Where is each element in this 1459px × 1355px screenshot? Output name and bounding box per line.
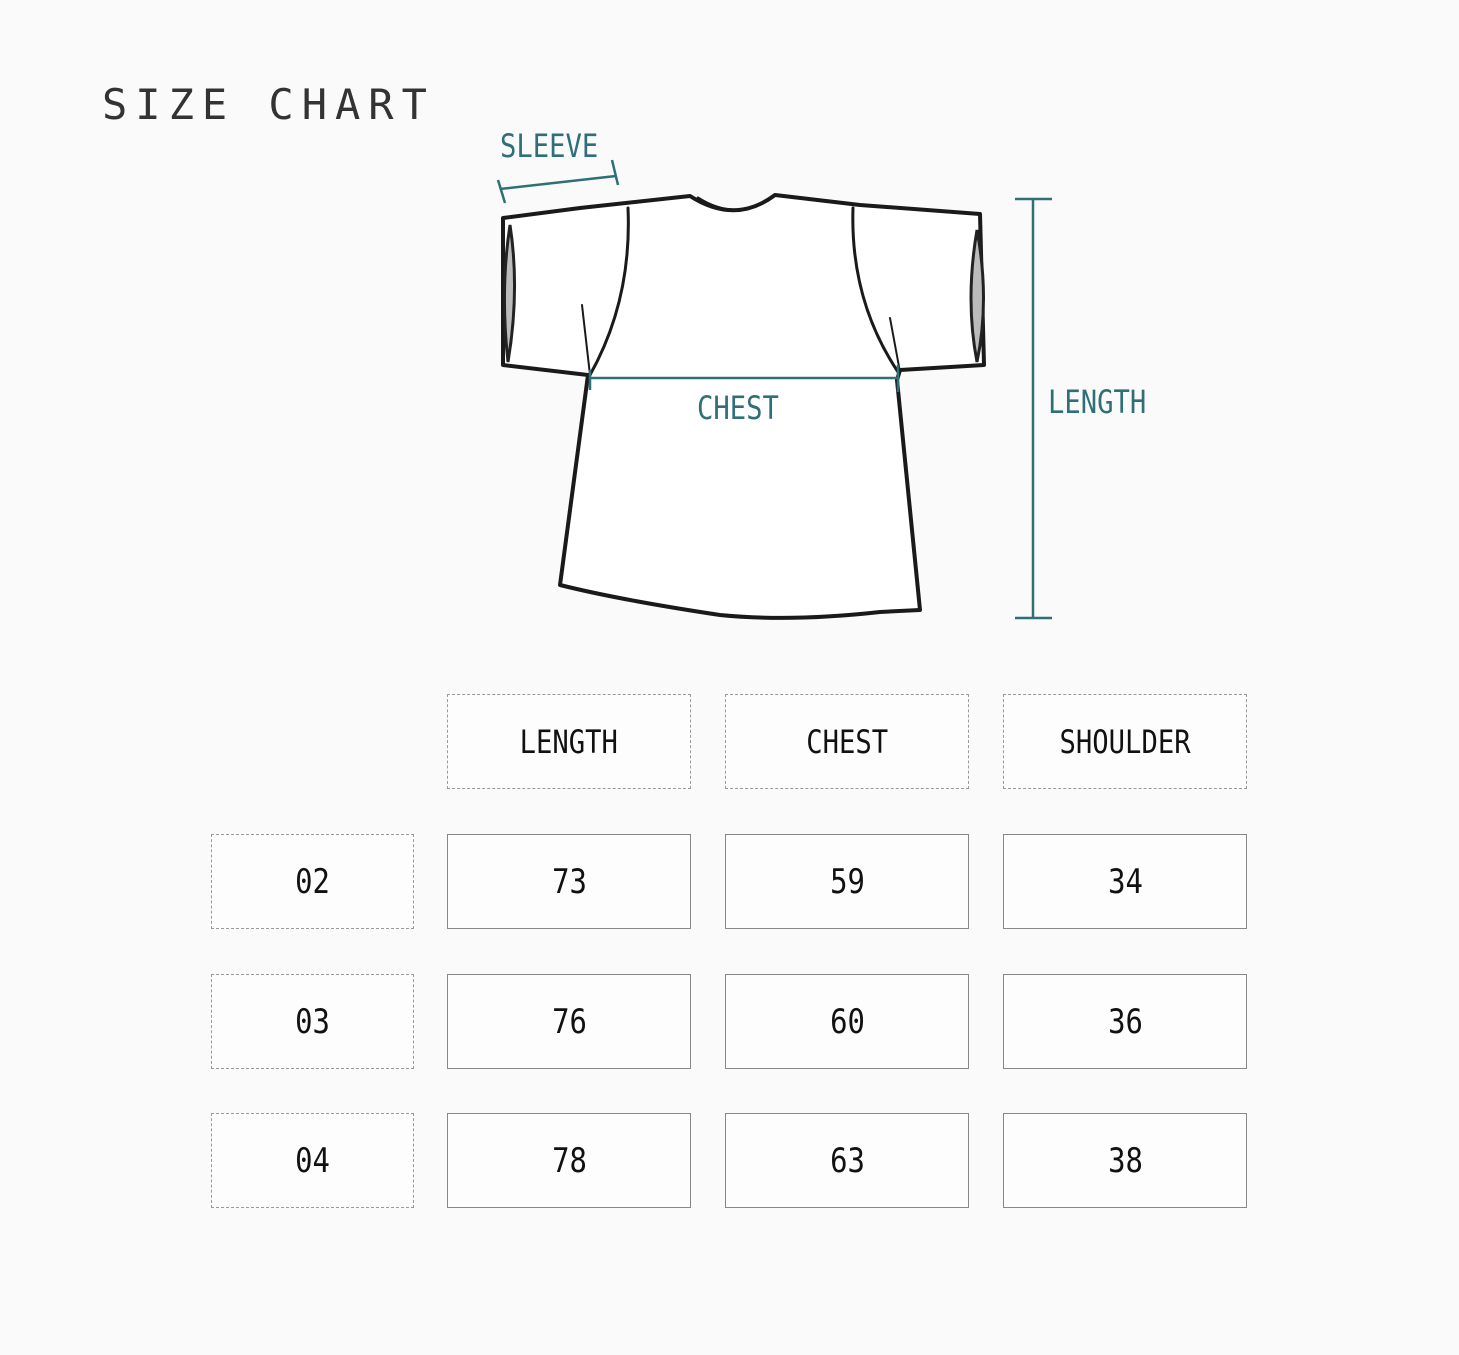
tshirt-outline [501, 193, 986, 620]
length-value: 78 [551, 1140, 587, 1181]
sleeve-shade-right [969, 229, 985, 363]
header-label: LENGTH [519, 722, 619, 761]
chest-label: CHEST [697, 389, 779, 427]
page-title: SIZE CHART [102, 80, 435, 129]
shoulder-value: 34 [1107, 861, 1143, 902]
value-cell: 63 [725, 1113, 969, 1208]
size-label: 02 [295, 861, 330, 902]
length-value: 76 [551, 1001, 587, 1042]
value-cell: 76 [447, 974, 691, 1069]
size-label: 04 [295, 1140, 330, 1181]
value-cell: 73 [447, 834, 691, 929]
value-cell: 36 [1003, 974, 1247, 1069]
header-chest: CHEST [725, 694, 969, 789]
chest-value: 60 [829, 1001, 865, 1042]
value-cell: 60 [725, 974, 969, 1069]
header-label: CHEST [806, 722, 888, 761]
value-cell: 34 [1003, 834, 1247, 929]
size-label: 03 [295, 1001, 330, 1042]
sleeve-shade-left [502, 224, 517, 363]
size-label-cell: 03 [211, 974, 414, 1069]
length-value: 73 [551, 861, 587, 902]
chest-value: 63 [829, 1140, 865, 1181]
value-cell: 78 [447, 1113, 691, 1208]
value-cell: 38 [1003, 1113, 1247, 1208]
value-cell: 59 [725, 834, 969, 929]
shoulder-value: 38 [1107, 1140, 1143, 1181]
header-shoulder: SHOULDER [1003, 694, 1247, 789]
sleeve-label: SLEEVE [500, 127, 599, 165]
size-label-cell: 04 [211, 1113, 414, 1208]
tshirt-diagram [496, 159, 1052, 620]
chest-value: 59 [829, 861, 865, 902]
shoulder-value: 36 [1107, 1001, 1143, 1042]
header-length: LENGTH [447, 694, 691, 789]
header-label: SHOULDER [1059, 722, 1191, 761]
sleeve-line [499, 174, 617, 191]
size-label-cell: 02 [211, 834, 414, 929]
length-label: LENGTH [1048, 383, 1147, 421]
measure-lines [496, 159, 1052, 620]
